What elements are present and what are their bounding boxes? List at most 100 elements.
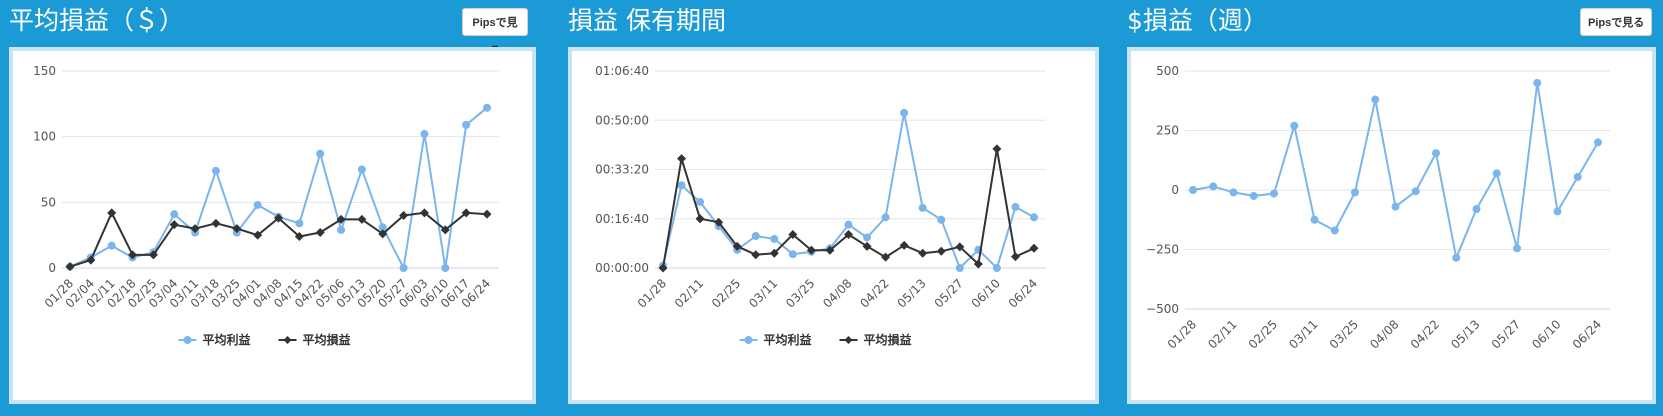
- data-point-03-18: [1330, 226, 1339, 235]
- y-tick-label: 0: [1171, 183, 1179, 197]
- y-tick-label: 150: [33, 64, 56, 78]
- data-point-01-28: [65, 262, 75, 272]
- data-point-03-18: [788, 250, 797, 259]
- data-point-04-08: [274, 213, 283, 223]
- chart-container: −500 −250 0 250 500 01/28 02/11 02/25 03/11 03/25…: [1127, 47, 1656, 404]
- data-point-04-08: [844, 220, 853, 229]
- chart-container: 0 50 100 150 01/28 02/04 02/11 02/18 02/25 03/04 0…: [9, 47, 536, 404]
- data-point-02-04: [1209, 182, 1218, 191]
- data-point-06-17: [461, 208, 471, 218]
- data-point-02-04: [677, 154, 687, 164]
- y-tick-label: −250: [1146, 243, 1179, 257]
- panel-title: 平均損益（＄）: [9, 6, 185, 35]
- x-tick-label: 02/25: [1246, 317, 1280, 351]
- data-point-05-13: [1472, 205, 1481, 214]
- weekly-pnl-chart: −500 −250 0 250 500 01/28 02/11 02/25 03/11 03/25…: [1146, 64, 1610, 352]
- data-point-01-28: [658, 263, 668, 273]
- y-tick-label: 250: [1156, 124, 1179, 138]
- data-point-03-18: [211, 218, 221, 228]
- data-point-05-20: [378, 229, 388, 239]
- y-tick-label: 00:00:00: [595, 261, 649, 275]
- y-tick-label: 50: [41, 195, 56, 209]
- avg-pnl-chart: 05010015001/2802/0402/1102/1802/2503/040…: [33, 64, 499, 347]
- x-tick-label: 03/25: [1327, 317, 1361, 351]
- data-point-02-11: [107, 241, 116, 250]
- y-tick-label: −500: [1146, 302, 1179, 316]
- data-point-05-13: [918, 248, 928, 258]
- data-point-06-03: [973, 259, 983, 269]
- data-point-04-01: [1371, 95, 1380, 104]
- x-tick-label: 06/24: [1006, 276, 1040, 310]
- data-point-03-11: [190, 224, 200, 234]
- data-point-04-01: [253, 200, 262, 209]
- pips-view-button[interactable]: Pipsで見る: [462, 8, 528, 57]
- series-line-1: [662, 111, 1035, 269]
- data-point-03-25: [1351, 188, 1359, 197]
- data-point-05-20: [378, 223, 387, 232]
- legend-marker: [744, 336, 753, 344]
- y-tick-label: 00:50:00: [595, 113, 649, 127]
- data-point-02-04: [86, 255, 96, 265]
- data-point-02-11: [107, 208, 117, 218]
- legend-item: 平均損益: [864, 332, 912, 347]
- y-tick-label: 500: [1156, 64, 1179, 78]
- data-point-06-03: [420, 130, 429, 139]
- x-tick-label: 06/10: [969, 276, 1003, 310]
- data-point-06-10: [992, 144, 1002, 154]
- x-tick-label: 02/25: [709, 276, 743, 310]
- data-point-05-06: [336, 214, 346, 224]
- data-point-02-25: [732, 241, 742, 251]
- data-point-04-22: [316, 149, 325, 158]
- y-tick-label: 00:16:40: [595, 212, 649, 226]
- x-tick-label: 01/28: [635, 276, 669, 310]
- legend-marker: [844, 336, 853, 344]
- data-point-02-11: [695, 214, 705, 224]
- y-tick-label: 01:06:40: [595, 64, 649, 78]
- panel-holding-period: 損益 保有期間 00:00:00 00:16:40 00:33:20 00:50:00…: [560, 0, 1100, 416]
- data-point-03-04: [751, 231, 760, 240]
- legend-item: 平均利益: [764, 332, 812, 347]
- data-point-06-24: [1594, 138, 1602, 147]
- data-point-05-20: [937, 215, 946, 224]
- data-point-04-15: [862, 241, 872, 251]
- panel-weekly-pnl: $損益（週） Pipsで見る −500 −250 0 250 500 01/28 02/11…: [1118, 0, 1663, 416]
- data-point-04-29: [900, 108, 909, 117]
- data-point-03-04: [169, 220, 179, 230]
- x-tick-label: 06/10: [1529, 317, 1563, 351]
- data-point-06-17: [1010, 252, 1020, 262]
- data-point-06-10: [1553, 207, 1562, 216]
- x-tick-label: 05/13: [894, 276, 928, 310]
- panel-title: $損益（週）: [1127, 6, 1268, 35]
- panel-avg-pnl: 平均損益（＄） Pipsで見る 05010015001/2802/0402/11…: [0, 0, 536, 416]
- y-tick-label: 00:33:20: [595, 163, 649, 177]
- pips-view-button[interactable]: Pipsで見る: [1580, 8, 1653, 36]
- data-point-04-15: [1411, 187, 1420, 196]
- data-point-04-01: [825, 245, 835, 255]
- data-point-06-10: [441, 264, 450, 272]
- data-point-05-20: [936, 246, 946, 256]
- data-point-04-29: [1452, 253, 1461, 262]
- data-point-06-10: [440, 225, 450, 235]
- data-point-03-11: [770, 234, 779, 243]
- data-point-03-25: [232, 224, 242, 234]
- data-point-04-22: [315, 228, 325, 238]
- data-point-03-18: [788, 230, 798, 240]
- data-point-03-04: [751, 250, 761, 260]
- data-point-03-04: [170, 210, 179, 219]
- legend-item: 平均損益: [303, 332, 351, 347]
- data-point-03-11: [1310, 215, 1319, 224]
- data-point-02-04: [677, 181, 686, 190]
- data-point-05-27: [399, 210, 409, 220]
- data-point-02-25: [148, 250, 158, 260]
- data-point-01-28: [1189, 186, 1197, 194]
- data-point-06-03: [1533, 78, 1542, 87]
- data-point-04-22: [1432, 149, 1440, 158]
- data-point-03-11: [769, 248, 779, 258]
- data-point-05-27: [399, 264, 408, 272]
- series-line-1: [1192, 81, 1599, 259]
- y-tick-label: 0: [48, 261, 56, 275]
- x-tick-label: 03/25: [783, 276, 817, 310]
- data-point-05-27: [1513, 244, 1521, 253]
- data-point-04-01: [253, 230, 263, 240]
- data-point-06-17: [1573, 172, 1582, 181]
